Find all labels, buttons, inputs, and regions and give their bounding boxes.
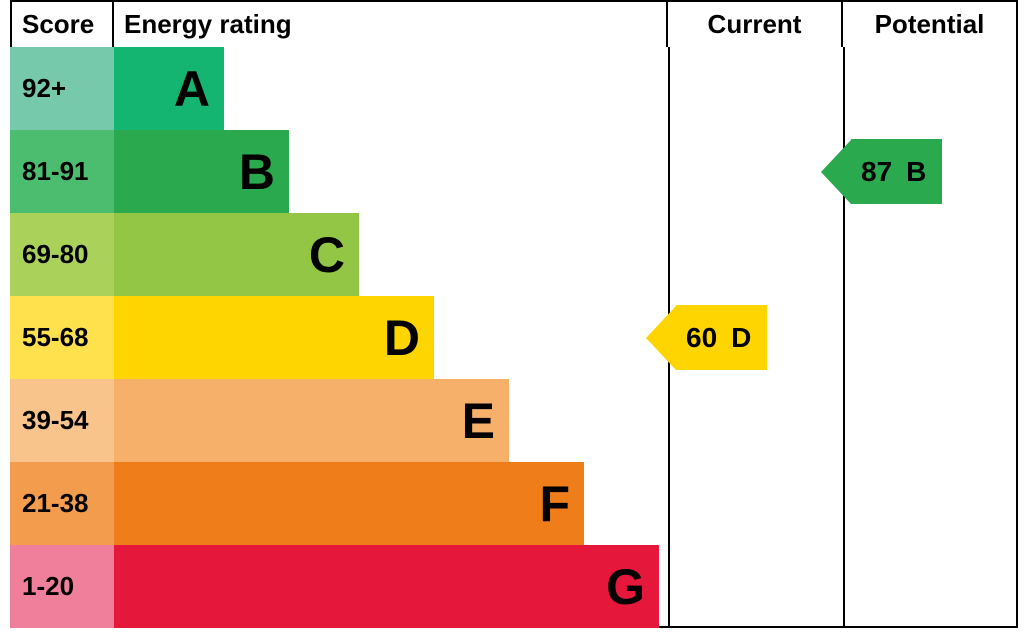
potential-marker-body: 87 B xyxy=(851,139,942,204)
rating-bar-a: A xyxy=(114,47,224,130)
score-range-c: 69-80 xyxy=(10,213,114,296)
rating-bar-b: B xyxy=(114,130,289,213)
header-potential: Potential xyxy=(843,0,1018,47)
energy-rating-chart: Score Energy rating Current Potential 92… xyxy=(0,0,1024,635)
rating-bar-f: F xyxy=(114,462,584,545)
score-range-a: 92+ xyxy=(10,47,114,130)
current-marker-body: 60 D xyxy=(676,305,767,370)
score-range-f: 21-38 xyxy=(10,462,114,545)
divider-potential xyxy=(843,47,845,628)
score-range-e: 39-54 xyxy=(10,379,114,462)
score-range-d: 55-68 xyxy=(10,296,114,379)
current-marker-letter: D xyxy=(731,322,751,354)
current-marker: 60 D xyxy=(646,305,767,370)
header-score: Score xyxy=(10,0,114,47)
rating-bar-g: G xyxy=(114,545,659,628)
potential-marker-arrow-icon xyxy=(821,140,851,204)
current-marker-score: 60 xyxy=(686,322,717,354)
potential-marker-letter: B xyxy=(906,156,926,188)
potential-marker: 87 B xyxy=(821,139,942,204)
rating-bar-e: E xyxy=(114,379,509,462)
current-marker-arrow-icon xyxy=(646,306,676,370)
header-energy: Energy rating xyxy=(114,0,668,47)
rating-bar-d: D xyxy=(114,296,434,379)
frame-right xyxy=(1016,47,1018,628)
potential-marker-score: 87 xyxy=(861,156,892,188)
rating-bar-c: C xyxy=(114,213,359,296)
header-current: Current xyxy=(668,0,843,47)
score-range-b: 81-91 xyxy=(10,130,114,213)
score-range-g: 1-20 xyxy=(10,545,114,628)
